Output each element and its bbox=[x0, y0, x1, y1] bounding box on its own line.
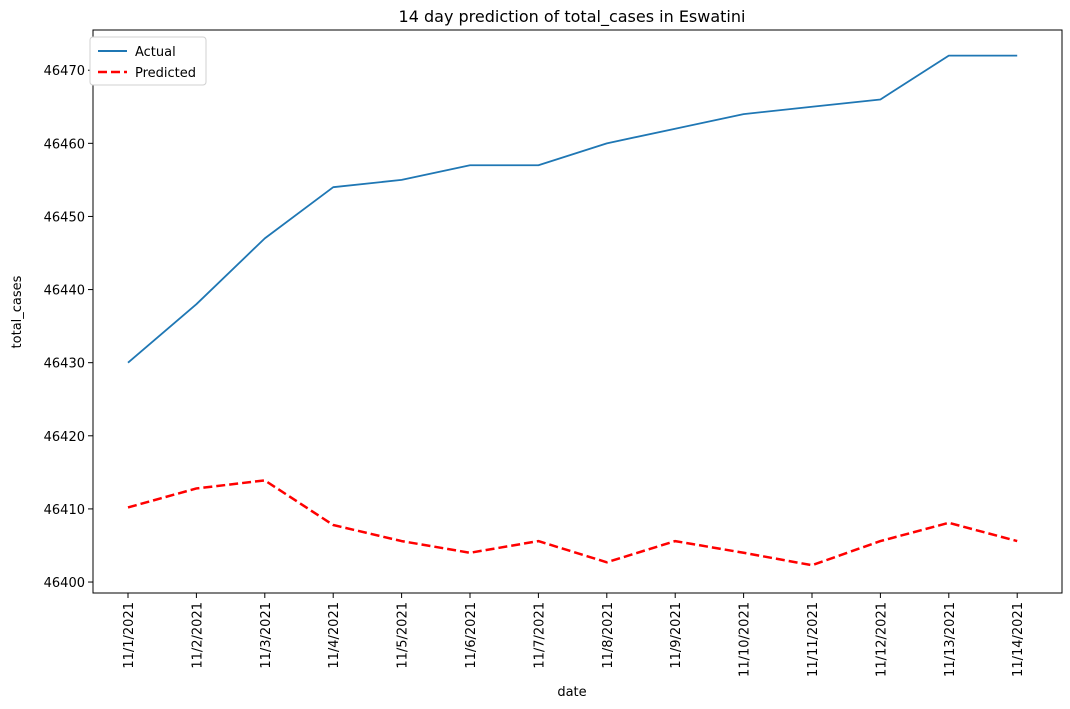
x-tick-label: 11/13/2021 bbox=[943, 602, 958, 677]
x-tick-label: 11/1/2021 bbox=[122, 602, 137, 669]
y-tick-label: 46440 bbox=[44, 284, 85, 299]
series-line-actual bbox=[127, 54, 1018, 364]
x-tick-label: 11/10/2021 bbox=[738, 602, 753, 677]
y-tick-label: 46470 bbox=[44, 64, 85, 79]
series-line-predicted bbox=[127, 479, 1018, 567]
x-tick-label: 11/12/2021 bbox=[874, 602, 889, 677]
legend-label-actual: Actual bbox=[135, 45, 176, 60]
y-tick-label: 46420 bbox=[44, 430, 85, 445]
x-tick-label: 11/7/2021 bbox=[532, 602, 547, 669]
x-tick-label: 11/2/2021 bbox=[190, 602, 205, 669]
x-tick-label: 11/9/2021 bbox=[669, 602, 684, 669]
x-tick-label: 11/6/2021 bbox=[464, 602, 479, 669]
y-tick-label: 46410 bbox=[44, 503, 85, 518]
x-tick-label: 11/3/2021 bbox=[259, 602, 274, 669]
x-tick-label: 11/4/2021 bbox=[327, 602, 342, 669]
legend-label-predicted: Predicted bbox=[135, 66, 196, 81]
y-tick-label: 46400 bbox=[44, 576, 85, 591]
plot-area bbox=[92, 29, 1063, 594]
y-tick-label: 46450 bbox=[44, 210, 85, 225]
series-layer bbox=[127, 54, 1018, 567]
legend: Actual Predicted bbox=[89, 36, 207, 86]
chart-title: 14 day prediction of total_cases in Eswa… bbox=[399, 7, 746, 27]
x-axis-label: date bbox=[557, 685, 586, 700]
x-tick-label: 11/14/2021 bbox=[1011, 602, 1026, 677]
y-axis: 46400 46410 46420 46430 46440 46450 46460 46470 bbox=[44, 64, 93, 591]
y-axis-label: total_cases bbox=[10, 275, 25, 348]
x-axis: 11/1/2021 11/2/2021 11/3/2021 11/4/2021 11/5… bbox=[122, 593, 1026, 677]
x-tick-label: 11/11/2021 bbox=[806, 602, 821, 677]
x-tick-label: 11/8/2021 bbox=[601, 602, 616, 669]
x-tick-label: 11/5/2021 bbox=[396, 602, 411, 669]
y-tick-label: 46460 bbox=[44, 137, 85, 152]
y-tick-label: 46430 bbox=[44, 357, 85, 372]
